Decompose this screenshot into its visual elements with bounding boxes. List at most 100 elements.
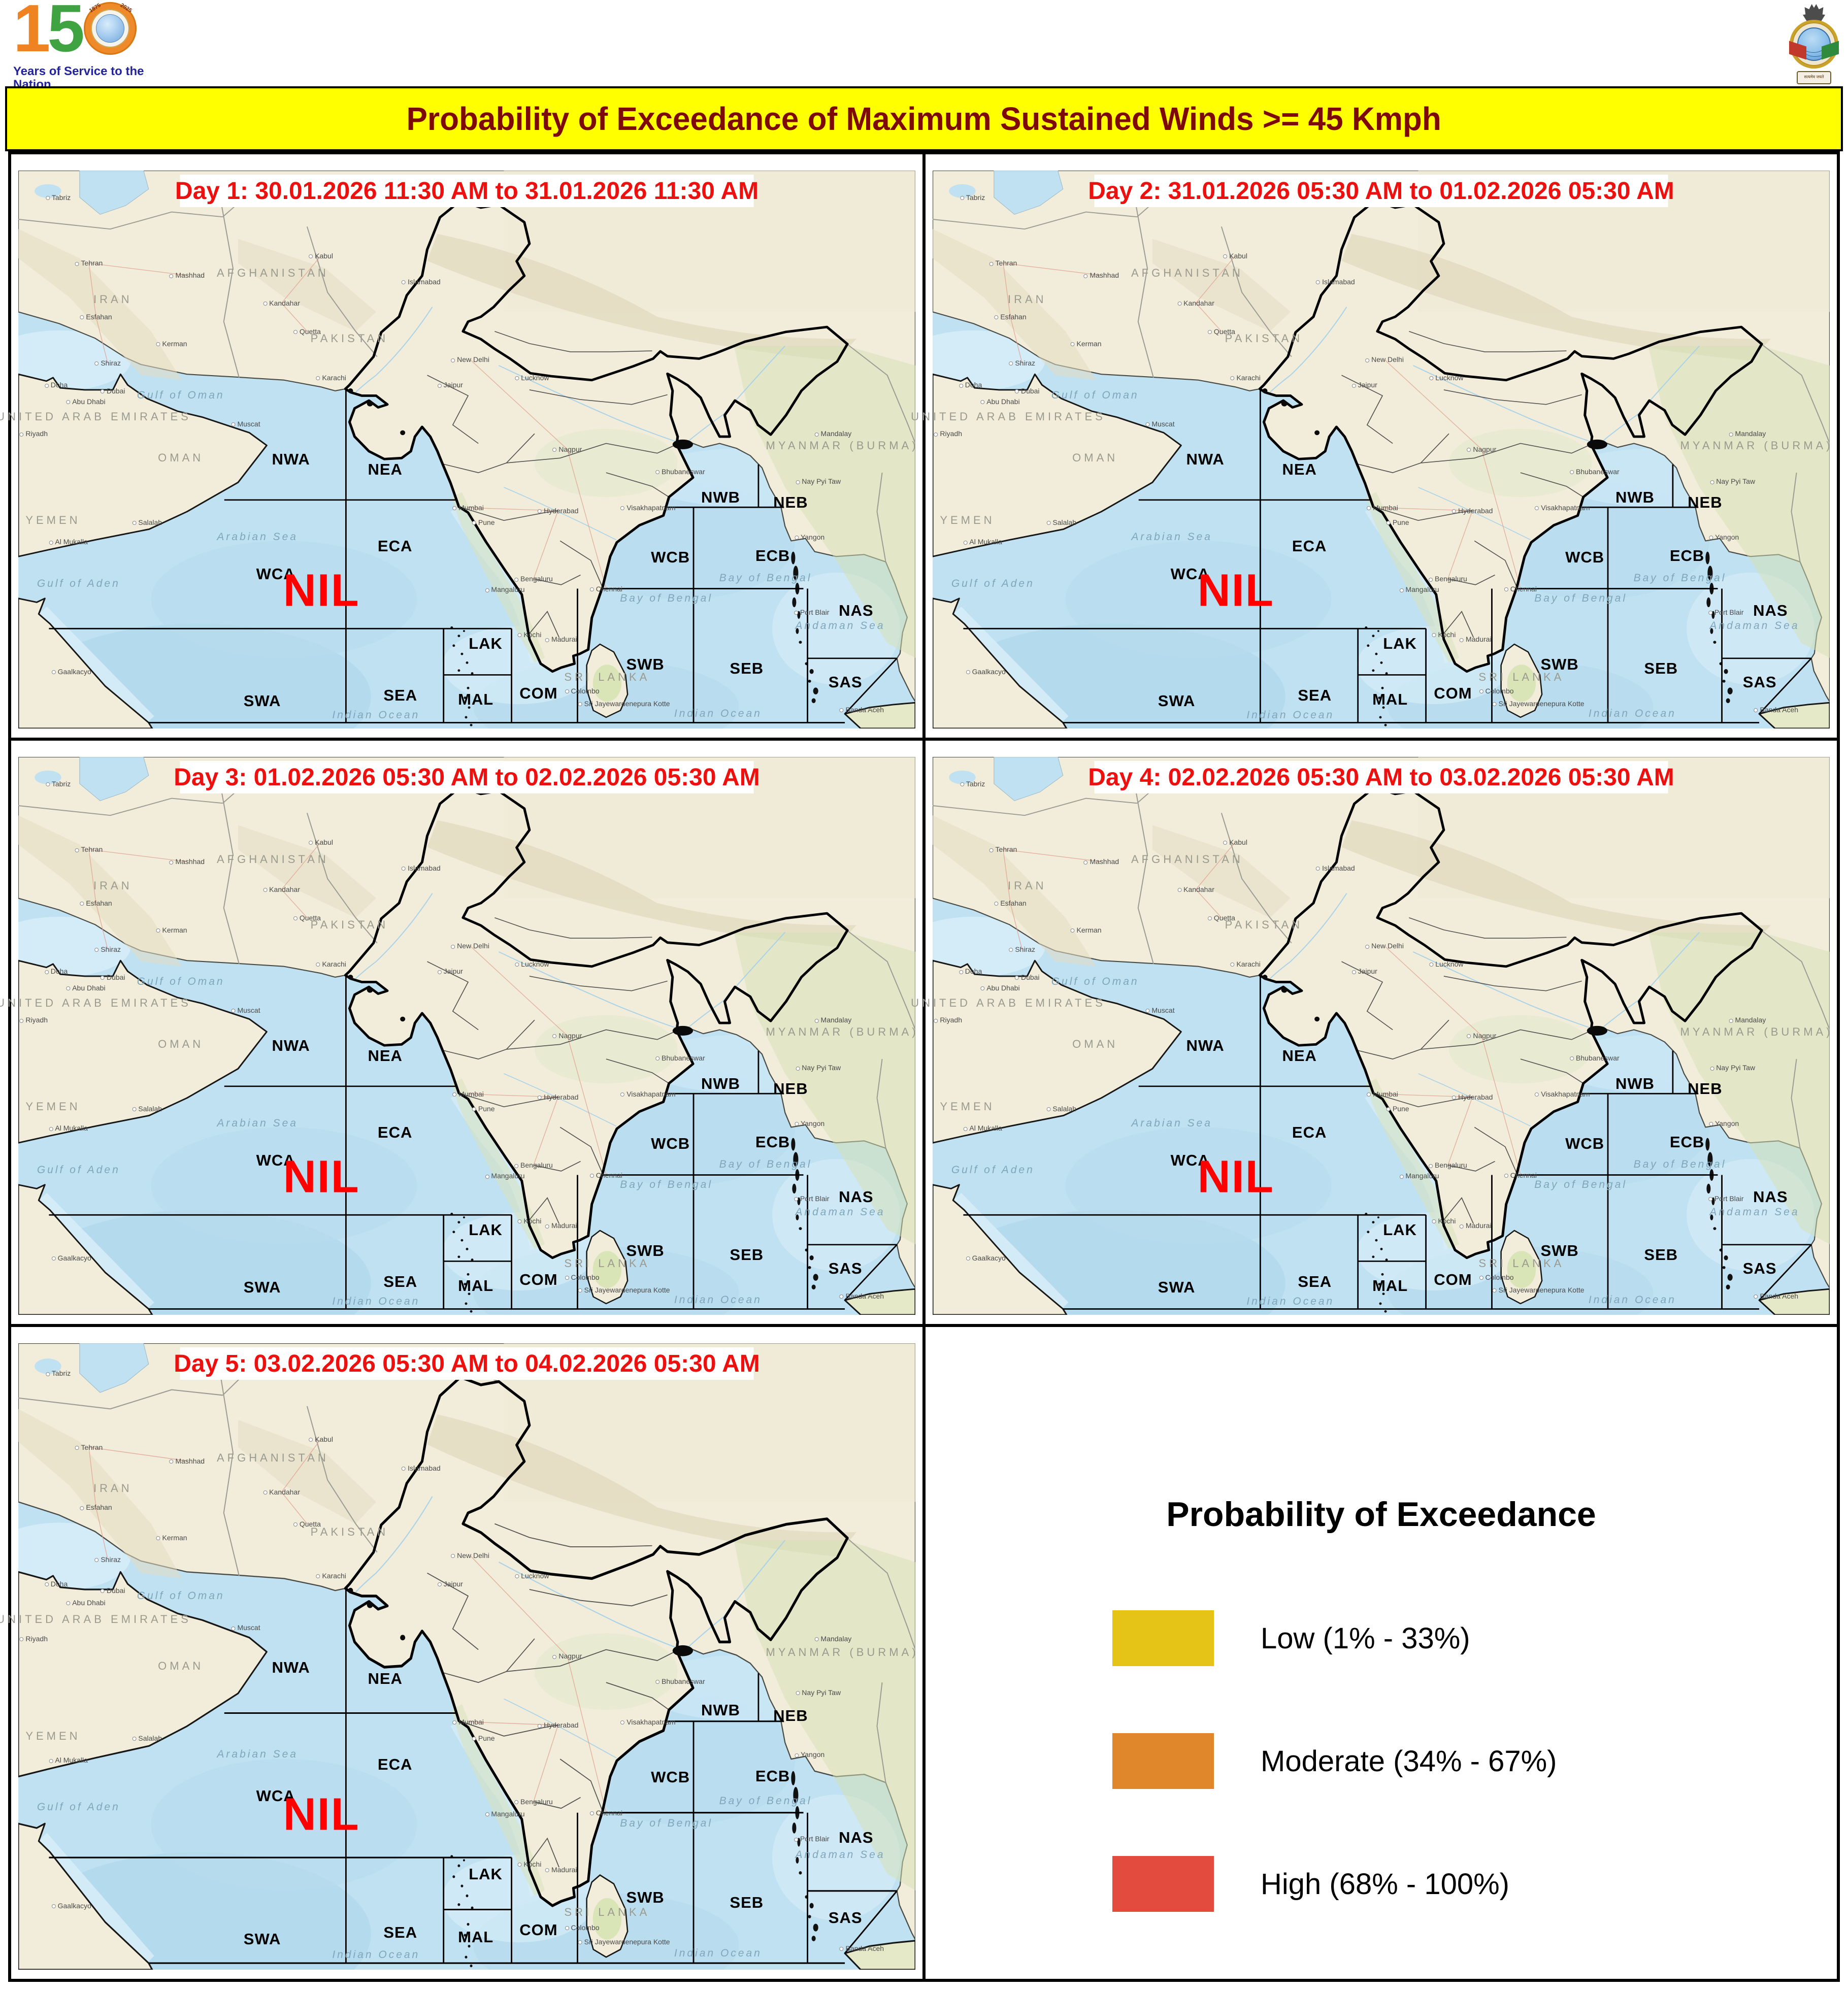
city-label: Dubai [101, 973, 125, 981]
panel-title-day5: Day 5: 03.02.2026 05:30 AM to 04.02.2026… [174, 1347, 760, 1380]
sea-name-label: Gulf of Oman [137, 976, 225, 988]
city-label: Sri Jayewardenepura Kotte [578, 1938, 670, 1946]
city-label: Mangaluru [1399, 585, 1439, 593]
city-label: Riyadh [19, 429, 48, 438]
zone-label-ecb: ECB [1669, 1133, 1705, 1151]
city-label: Hyderabad [538, 1093, 579, 1101]
city-label: Nay Pyi Taw [796, 1688, 841, 1697]
sea-name-label: Gulf of Aden [37, 1801, 120, 1813]
city-label: Lucknow [1429, 374, 1463, 382]
map-day5: IRAN AFGHANISTAN PAKISTAN OMAN YEMEN UNITED A… [0, 1343, 916, 1970]
city-label: Mashhad [169, 1457, 205, 1465]
country-label: UNITED ARAB EMIRATES [911, 410, 1106, 423]
zone-label-lak: LAK [1383, 634, 1417, 652]
city-label: Mashhad [1083, 857, 1119, 866]
zone-label-swb: SWB [626, 1888, 665, 1907]
zone-label-com: COM [519, 1921, 558, 1939]
country-label: AFGHANISTAN [216, 266, 329, 279]
logo-emblem-circle: 1875 2025 [83, 2, 137, 55]
panel-day4: IRAN AFGHANISTAN PAKISTAN OMAN YEMEN UNITED A… [911, 741, 1837, 1324]
city-label: Chennai [590, 1809, 622, 1817]
city-label: Mangaluru [1399, 1172, 1439, 1180]
zone-label-eca: ECA [1292, 537, 1327, 555]
zone-label-sea: SEA [1298, 1273, 1332, 1291]
zone-label-nea: NEA [1282, 460, 1317, 479]
city-label: Al Mukalla [963, 1124, 1002, 1132]
zone-label-nwb: NWB [1615, 488, 1655, 506]
zone-label-lak: LAK [469, 634, 503, 652]
legend-row-0: Low (1% - 33%) [1112, 1610, 1837, 1666]
city-label: Karachi [1230, 960, 1260, 968]
panel-title-day4: Day 4: 02.02.2026 05:30 AM to 03.02.2026… [1088, 761, 1674, 793]
city-label: Hyderabad [538, 507, 579, 515]
city-label: Lucknow [515, 1572, 549, 1580]
country-label: AFGHANISTAN [1131, 852, 1243, 866]
city-label: Mangaluru [485, 1810, 524, 1818]
city-label: Jaipur [438, 381, 463, 389]
country-label: YEMEN [940, 1100, 995, 1113]
country-label: YEMEN [25, 1100, 81, 1113]
city-label: Chennai [590, 1171, 622, 1179]
zone-label-ecb: ECB [1669, 547, 1705, 565]
zone-label-eca: ECA [377, 1123, 413, 1141]
zone-label-nwb: NWB [1615, 1075, 1655, 1092]
city-label: Gaalkacyo [52, 1254, 91, 1262]
city-label: Sri Jayewardenepura Kotte [1493, 700, 1585, 708]
city-label: Doha [45, 967, 68, 975]
country-label: UNITED ARAB EMIRATES [0, 410, 191, 423]
city-label: Colombo [565, 1923, 600, 1932]
city-label: Bengaluru [1429, 1161, 1467, 1169]
city-label: Dubai [101, 1586, 125, 1595]
status-nil-day5: NIL [283, 1789, 360, 1840]
city-label: Esfahan [994, 899, 1026, 907]
city-label: Lucknow [515, 960, 549, 968]
city-label: Kandahar [1177, 885, 1214, 893]
country-label: AFGHANISTAN [216, 852, 329, 866]
globe-icon [95, 14, 124, 43]
city-label: Chennai [1504, 585, 1537, 593]
city-label: Colombo [565, 1273, 600, 1281]
city-label: Gaalkacyo [966, 1254, 1006, 1262]
country-label: YEMEN [25, 1729, 81, 1742]
city-label: Visakhapatnam [1535, 504, 1590, 512]
city-label: Madurai [545, 1221, 577, 1230]
city-label: Al Mukalla [49, 1756, 88, 1764]
zone-label-sas: SAS [1742, 1259, 1777, 1277]
sea-name-label: Bay of Bengal [1633, 1158, 1727, 1171]
zone-label-neb: NEB [1688, 1079, 1723, 1098]
city-label: Riyadh [19, 1016, 48, 1024]
sea-name-label: Andaman Sea [1709, 1206, 1800, 1218]
country-label: PAKISTAN [1225, 332, 1303, 345]
city-label: Kandahar [1177, 299, 1214, 307]
sea-name-label: Gulf of Aden [951, 577, 1035, 589]
city-label: Kerman [1071, 340, 1102, 348]
city-label: Mashhad [1083, 271, 1119, 279]
zone-label-mal: MAL [1372, 1276, 1408, 1295]
city-label: Banda Aceh [1754, 706, 1799, 714]
city-label: Shiraz [94, 945, 121, 953]
city-label: Doha [45, 381, 68, 389]
zone-label-mal: MAL [1372, 690, 1408, 708]
zone-label-eca: ECA [1292, 1123, 1327, 1141]
zone-label-swb: SWB [1540, 655, 1579, 673]
country-label: MYANMAR (BURMA) [766, 1025, 919, 1039]
city-label: Sri Jayewardenepura Kotte [578, 1286, 670, 1294]
city-label: New Delhi [1365, 942, 1404, 950]
city-label: Mandalay [1729, 1016, 1766, 1024]
city-label: Esfahan [80, 1503, 112, 1511]
city-label: Mumbai [1367, 504, 1398, 512]
country-label: YEMEN [25, 514, 81, 527]
country-label: PAKISTAN [310, 918, 389, 932]
city-label: Shiraz [94, 1555, 121, 1564]
zone-label-sea: SEA [383, 1923, 418, 1942]
zone-label-nas: NAS [839, 602, 874, 620]
city-label: Pune [472, 1734, 495, 1742]
city-label: Abu Dhabi [980, 984, 1019, 992]
zone-label-mal: MAL [458, 1928, 494, 1946]
city-label: Pune [472, 1105, 495, 1113]
city-label: Tabriz [46, 780, 71, 788]
city-label: Karachi [1230, 374, 1260, 382]
map-day3: IRAN AFGHANISTAN PAKISTAN OMAN YEMEN UNITED A… [0, 757, 916, 1315]
status-nil-day3: NIL [283, 1151, 360, 1203]
city-label: Jaipur [1352, 381, 1377, 389]
